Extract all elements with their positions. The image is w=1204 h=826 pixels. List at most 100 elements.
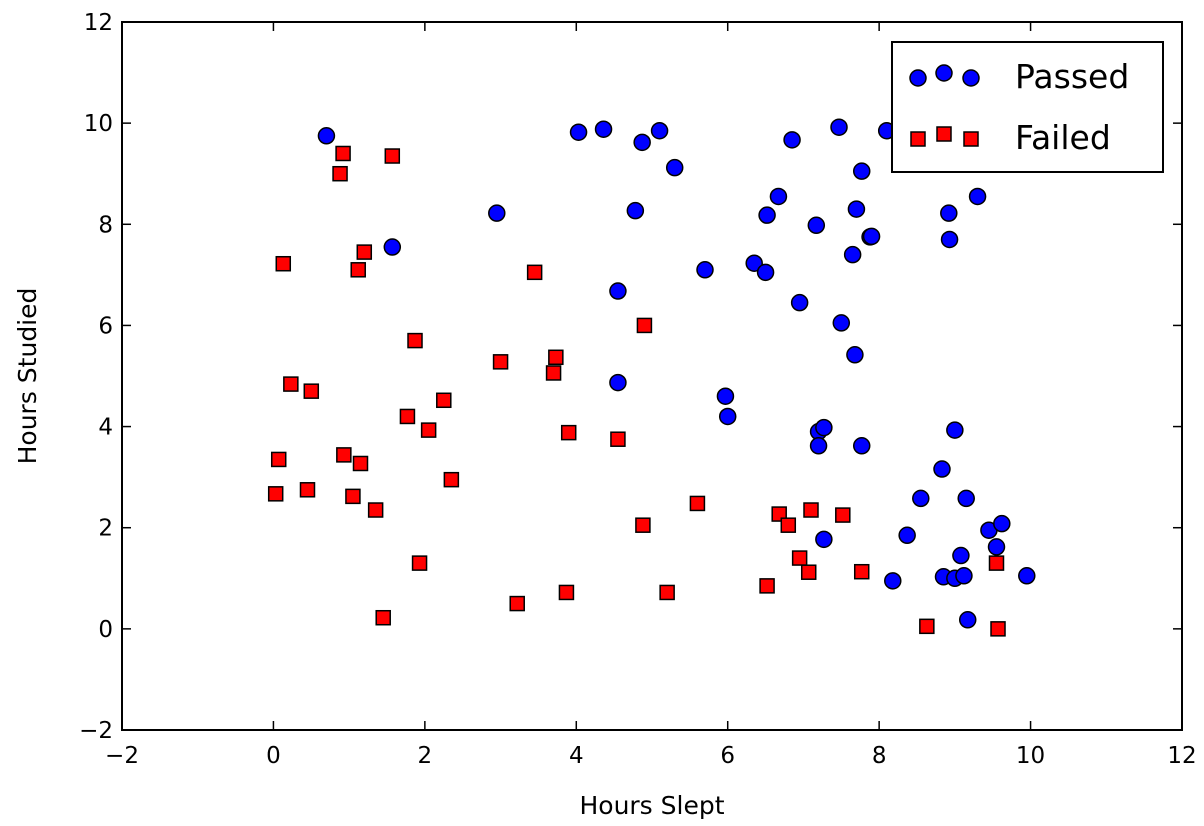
failed-point — [835, 507, 851, 523]
passed-point — [912, 489, 930, 508]
failed-point — [345, 488, 361, 505]
failed-point — [335, 145, 351, 162]
passed-point — [815, 418, 833, 437]
legend-marker-failed — [963, 131, 979, 147]
failed-point — [560, 424, 577, 441]
legend-marker-passed — [962, 69, 980, 87]
passed-point — [609, 373, 627, 392]
failed-point — [759, 578, 775, 594]
failed-point — [610, 431, 626, 447]
legend-box — [891, 41, 1164, 173]
passed-point — [807, 216, 826, 235]
failed-point — [420, 422, 437, 438]
failed-point — [548, 349, 564, 366]
passed-point — [993, 514, 1011, 533]
failed-point — [332, 165, 348, 182]
failed-point — [545, 365, 562, 381]
passed-point — [946, 421, 964, 439]
plot-marks — [267, 118, 1036, 637]
passed-point — [716, 387, 735, 405]
failed-point — [635, 517, 651, 533]
failed-point — [436, 392, 452, 409]
legend-marker-failed — [936, 126, 952, 142]
passed-point — [832, 314, 851, 332]
passed-point — [955, 567, 973, 585]
passed-point — [987, 538, 1006, 556]
axis-ticks: −2 0 2 4 6 8 10 12 −2 0 2 4 6 8 10 12 — [79, 10, 1197, 769]
failed-point — [636, 317, 653, 334]
passed-point — [933, 460, 951, 478]
passed-point — [852, 162, 871, 180]
legend-label-failed: Failed — [1015, 118, 1111, 157]
y-tick-label: 12 — [84, 10, 113, 36]
passed-point — [846, 346, 864, 364]
legend-marker-failed — [910, 131, 926, 147]
legend-label-passed: Passed — [1015, 57, 1129, 96]
x-tick-label: 0 — [266, 743, 281, 769]
passed-point — [718, 407, 737, 426]
failed-point — [399, 408, 416, 425]
passed-point — [958, 611, 977, 629]
plot-frame — [121, 21, 1183, 731]
x-axis-label: Hours Slept — [579, 791, 724, 820]
passed-point — [769, 187, 788, 206]
failed-point — [411, 555, 428, 571]
failed-point — [407, 332, 423, 349]
passed-point — [862, 227, 881, 246]
x-tick-label: −2 — [105, 743, 139, 769]
passed-point — [317, 127, 336, 145]
failed-point — [270, 451, 287, 468]
failed-point — [780, 517, 797, 533]
passed-point — [626, 201, 645, 220]
legend-items: Passed Failed — [909, 57, 1129, 157]
failed-point — [267, 486, 284, 502]
failed-point — [526, 264, 543, 281]
failed-point — [558, 584, 575, 601]
failed-point — [275, 255, 292, 272]
passed-point — [745, 254, 763, 272]
failed-point — [336, 447, 352, 463]
passed-point — [830, 118, 848, 136]
passed-point — [569, 123, 588, 141]
legend: Passed Failed — [891, 41, 1164, 173]
x-tick-label: 8 — [872, 743, 887, 769]
passed-point — [783, 131, 801, 149]
x-tick-label: 2 — [418, 743, 433, 769]
failed-point — [375, 609, 391, 626]
passed-point — [383, 238, 402, 256]
failed-point — [492, 354, 509, 370]
passed-point — [940, 204, 958, 222]
passed-point — [952, 546, 970, 565]
failed-point — [689, 495, 706, 512]
passed-point — [633, 133, 651, 152]
y-axis-label: Hours Studied — [13, 288, 42, 465]
passed-point — [957, 489, 975, 508]
failed-point — [352, 455, 369, 472]
passed-point — [843, 245, 862, 264]
passed-point — [756, 263, 775, 282]
failed-point — [303, 383, 320, 399]
passed-point — [609, 282, 627, 300]
y-tick-label: 6 — [98, 313, 113, 339]
failed-point — [990, 621, 1006, 637]
passed-point — [594, 120, 613, 138]
failed-point — [800, 564, 817, 580]
y-tick-label: −2 — [79, 718, 113, 744]
failed-point — [919, 618, 935, 635]
failed-point — [367, 502, 384, 518]
failed-point — [283, 376, 299, 392]
passed-point — [852, 437, 871, 455]
failed-point — [853, 563, 870, 580]
passed-point — [665, 158, 684, 177]
passed-point — [884, 572, 902, 590]
x-tick-label: 4 — [569, 743, 584, 769]
passed-point — [696, 261, 714, 279]
x-tick-label: 12 — [1167, 743, 1196, 769]
passed-point — [898, 526, 916, 545]
failed-point — [443, 471, 460, 488]
failed-point — [791, 550, 808, 566]
passed-point — [488, 204, 506, 222]
y-tick-label: 0 — [98, 617, 113, 643]
x-tick-label: 6 — [720, 743, 735, 769]
